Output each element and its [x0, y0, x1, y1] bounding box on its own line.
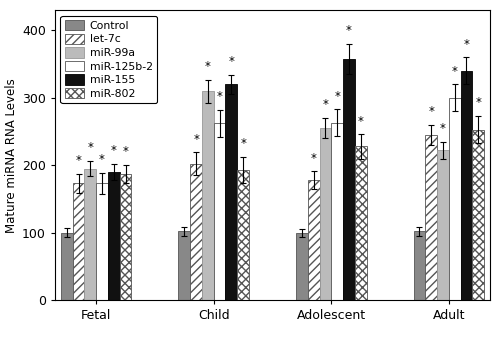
Text: *: * — [464, 38, 469, 51]
Text: *: * — [476, 96, 481, 109]
Text: *: * — [322, 98, 328, 112]
Text: *: * — [310, 152, 316, 165]
Bar — [84, 169, 96, 300]
Text: *: * — [99, 153, 105, 166]
Text: *: * — [428, 105, 434, 118]
Bar — [178, 231, 190, 300]
Text: *: * — [111, 144, 116, 157]
Bar — [214, 123, 226, 300]
Text: *: * — [88, 142, 93, 154]
Text: *: * — [358, 115, 364, 128]
Bar — [190, 164, 202, 300]
Bar — [426, 135, 437, 300]
Bar — [202, 91, 213, 300]
Text: *: * — [334, 90, 340, 103]
Text: *: * — [193, 133, 199, 146]
Legend: Control, let-7c, miR-99a, miR-125b-2, miR-155, miR-802: Control, let-7c, miR-99a, miR-125b-2, mi… — [60, 16, 157, 103]
Bar — [460, 71, 472, 300]
Bar — [332, 123, 343, 300]
Text: *: * — [76, 154, 82, 167]
Text: *: * — [216, 90, 222, 103]
Bar — [320, 128, 332, 300]
Bar — [343, 59, 355, 300]
Bar — [437, 150, 449, 300]
Bar — [296, 233, 308, 300]
Bar — [96, 183, 108, 300]
Text: *: * — [122, 145, 128, 158]
Y-axis label: Mature miRNA RNA Levels: Mature miRNA RNA Levels — [5, 78, 18, 233]
Bar — [120, 174, 132, 300]
Text: *: * — [228, 55, 234, 68]
Text: *: * — [452, 65, 458, 78]
Text: *: * — [205, 60, 211, 73]
Bar — [237, 170, 249, 300]
Bar — [61, 233, 72, 300]
Bar — [414, 231, 426, 300]
Bar — [226, 84, 237, 300]
Text: *: * — [346, 24, 352, 37]
Bar — [108, 172, 120, 300]
Text: *: * — [240, 137, 246, 150]
Bar — [308, 180, 320, 300]
Bar — [355, 146, 366, 300]
Bar — [472, 130, 484, 300]
Bar — [72, 183, 85, 300]
Text: *: * — [440, 122, 446, 135]
Bar — [449, 98, 460, 300]
